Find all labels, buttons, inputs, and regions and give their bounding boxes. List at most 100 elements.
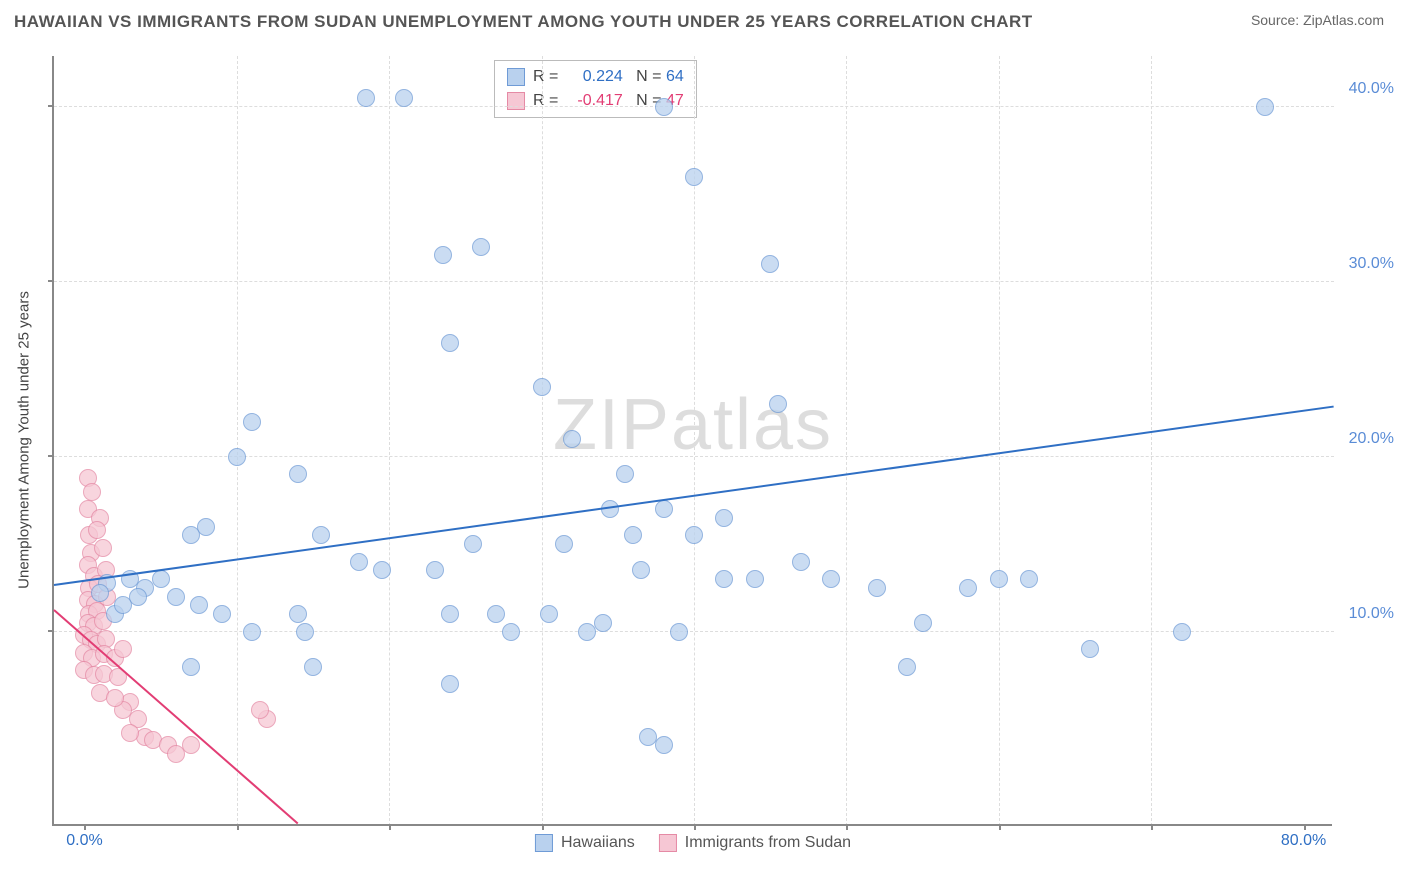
y-tick: [48, 105, 54, 107]
point-hawaiian: [540, 605, 558, 623]
point-hawaiian: [129, 588, 147, 606]
y-tick-label: 30.0%: [1349, 255, 1394, 273]
point-hawaiian: [670, 623, 688, 641]
point-hawaiian: [197, 518, 215, 536]
x-tick: [999, 824, 1001, 830]
gridline-v: [389, 56, 390, 826]
point-sudan: [83, 483, 101, 501]
x-tick: [237, 824, 239, 830]
gridline-v: [846, 56, 847, 826]
point-hawaiian: [1173, 623, 1191, 641]
point-hawaiian: [563, 430, 581, 448]
point-hawaiian: [594, 614, 612, 632]
point-hawaiian: [182, 658, 200, 676]
point-hawaiian: [190, 596, 208, 614]
x-tick: [542, 824, 544, 830]
point-hawaiian: [959, 579, 977, 597]
point-hawaiian: [1020, 570, 1038, 588]
point-hawaiian: [632, 561, 650, 579]
point-hawaiian: [395, 89, 413, 107]
point-sudan: [251, 701, 269, 719]
x-tick: [389, 824, 391, 830]
legend-swatch: [535, 834, 553, 852]
x-tick: [694, 824, 696, 830]
y-tick: [48, 630, 54, 632]
point-hawaiian: [182, 526, 200, 544]
page-title: HAWAIIAN VS IMMIGRANTS FROM SUDAN UNEMPL…: [14, 12, 1033, 32]
point-hawaiian: [296, 623, 314, 641]
point-hawaiian: [289, 605, 307, 623]
x-tick: [84, 824, 86, 830]
plot-area: Unemployment Among Youth under 25 years …: [52, 56, 1332, 826]
point-hawaiian: [304, 658, 322, 676]
point-hawaiian: [1081, 640, 1099, 658]
stats-legend-row: R = 0.224 N = 64: [507, 65, 684, 89]
point-hawaiian: [898, 658, 916, 676]
point-hawaiian: [441, 605, 459, 623]
point-hawaiian: [228, 448, 246, 466]
gridline-v: [999, 56, 1000, 826]
source-label: Source: ZipAtlas.com: [1251, 12, 1384, 28]
header: HAWAIIAN VS IMMIGRANTS FROM SUDAN UNEMPL…: [0, 0, 1406, 38]
point-hawaiian: [487, 605, 505, 623]
point-hawaiian: [357, 89, 375, 107]
correlation-chart: Unemployment Among Youth under 25 years …: [52, 56, 1392, 856]
y-tick: [48, 455, 54, 457]
point-hawaiian: [792, 553, 810, 571]
legend-swatch: [507, 68, 525, 86]
point-hawaiian: [91, 584, 109, 602]
gridline-v: [1151, 56, 1152, 826]
point-hawaiian: [152, 570, 170, 588]
point-hawaiian: [761, 255, 779, 273]
point-hawaiian: [990, 570, 1008, 588]
y-tick-label: 40.0%: [1349, 80, 1394, 98]
gridline-v: [237, 56, 238, 826]
point-hawaiian: [441, 334, 459, 352]
point-hawaiian: [289, 465, 307, 483]
point-hawaiian: [616, 465, 634, 483]
point-hawaiian: [373, 561, 391, 579]
point-sudan: [121, 724, 139, 742]
point-hawaiian: [464, 535, 482, 553]
point-hawaiian: [243, 413, 261, 431]
point-hawaiian: [502, 623, 520, 641]
x-tick-label: 80.0%: [1281, 832, 1326, 850]
y-tick-label: 20.0%: [1349, 430, 1394, 448]
point-sudan: [94, 539, 112, 557]
series-legend-item: Immigrants from Sudan: [659, 834, 851, 852]
point-hawaiian: [914, 614, 932, 632]
series-legend-item: Hawaiians: [535, 834, 635, 852]
gridline-v: [542, 56, 543, 826]
legend-label: Immigrants from Sudan: [685, 834, 851, 852]
x-tick: [1151, 824, 1153, 830]
y-axis-label: Unemployment Among Youth under 25 years: [16, 291, 33, 589]
point-hawaiian: [746, 570, 764, 588]
legend-swatch: [659, 834, 677, 852]
point-hawaiian: [167, 588, 185, 606]
x-tick-label: 0.0%: [66, 832, 102, 850]
point-hawaiian: [555, 535, 573, 553]
point-hawaiian: [624, 526, 642, 544]
x-tick: [846, 824, 848, 830]
point-hawaiian: [533, 378, 551, 396]
series-legend: Hawaiians Immigrants from Sudan: [535, 834, 851, 852]
point-hawaiian: [426, 561, 444, 579]
legend-swatch: [507, 92, 525, 110]
point-hawaiian: [685, 168, 703, 186]
point-hawaiian: [655, 500, 673, 518]
point-hawaiian: [715, 509, 733, 527]
point-hawaiian: [312, 526, 330, 544]
x-tick: [1304, 824, 1306, 830]
point-hawaiian: [639, 728, 657, 746]
y-tick: [48, 280, 54, 282]
point-hawaiian: [1256, 98, 1274, 116]
point-hawaiian: [769, 395, 787, 413]
point-sudan: [182, 736, 200, 754]
point-hawaiian: [685, 526, 703, 544]
watermark: ZIPatlas: [553, 384, 833, 466]
point-hawaiian: [434, 246, 452, 264]
point-hawaiian: [655, 98, 673, 116]
point-hawaiian: [822, 570, 840, 588]
legend-label: Hawaiians: [561, 834, 635, 852]
point-hawaiian: [350, 553, 368, 571]
